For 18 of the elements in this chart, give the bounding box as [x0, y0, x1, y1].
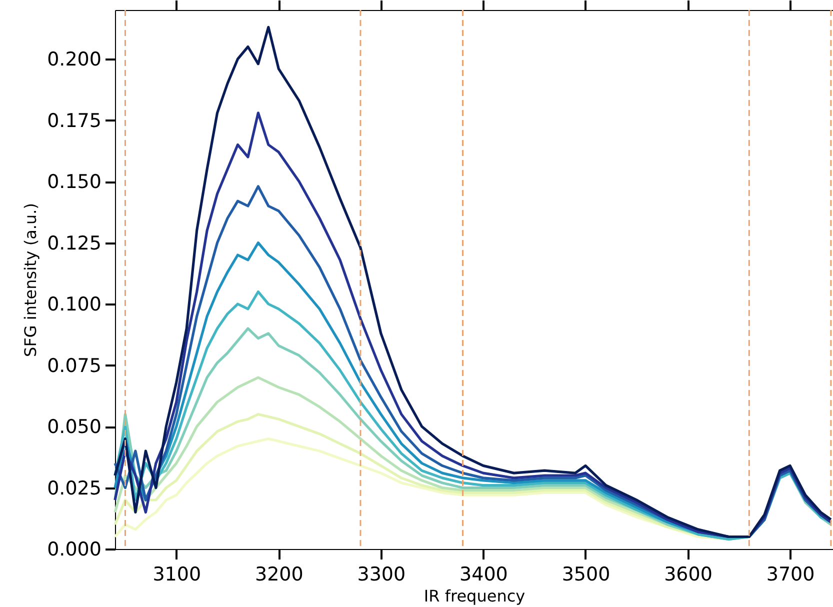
x-tick-label: 3400 [460, 564, 508, 586]
x-tick-label: 3600 [664, 564, 712, 586]
y-tick-label: 0.075 [47, 354, 102, 377]
y-tick-label: 0.125 [47, 232, 102, 254]
x-tick-label: 3500 [562, 564, 610, 586]
x-tick-label: 3100 [152, 564, 202, 586]
y-tick-label: 0.175 [47, 110, 102, 132]
x-tick-label: 3700 [766, 564, 815, 586]
y-tick-label: 0.150 [47, 171, 102, 193]
y-tick-label: 0.050 [47, 416, 102, 438]
y-axis-title: SFG intensity (a.u.) [21, 203, 40, 357]
y-tick-label: 0.100 [47, 294, 102, 316]
y-tick-label: 0.000 [47, 538, 102, 560]
x-tick-label: 3200 [254, 564, 304, 586]
x-tick-label: 3300 [357, 564, 406, 586]
y-tick-label: 0.200 [47, 48, 102, 70]
y-tick-label: 0.025 [47, 477, 102, 500]
x-axis-title: IR frequency [424, 586, 526, 606]
